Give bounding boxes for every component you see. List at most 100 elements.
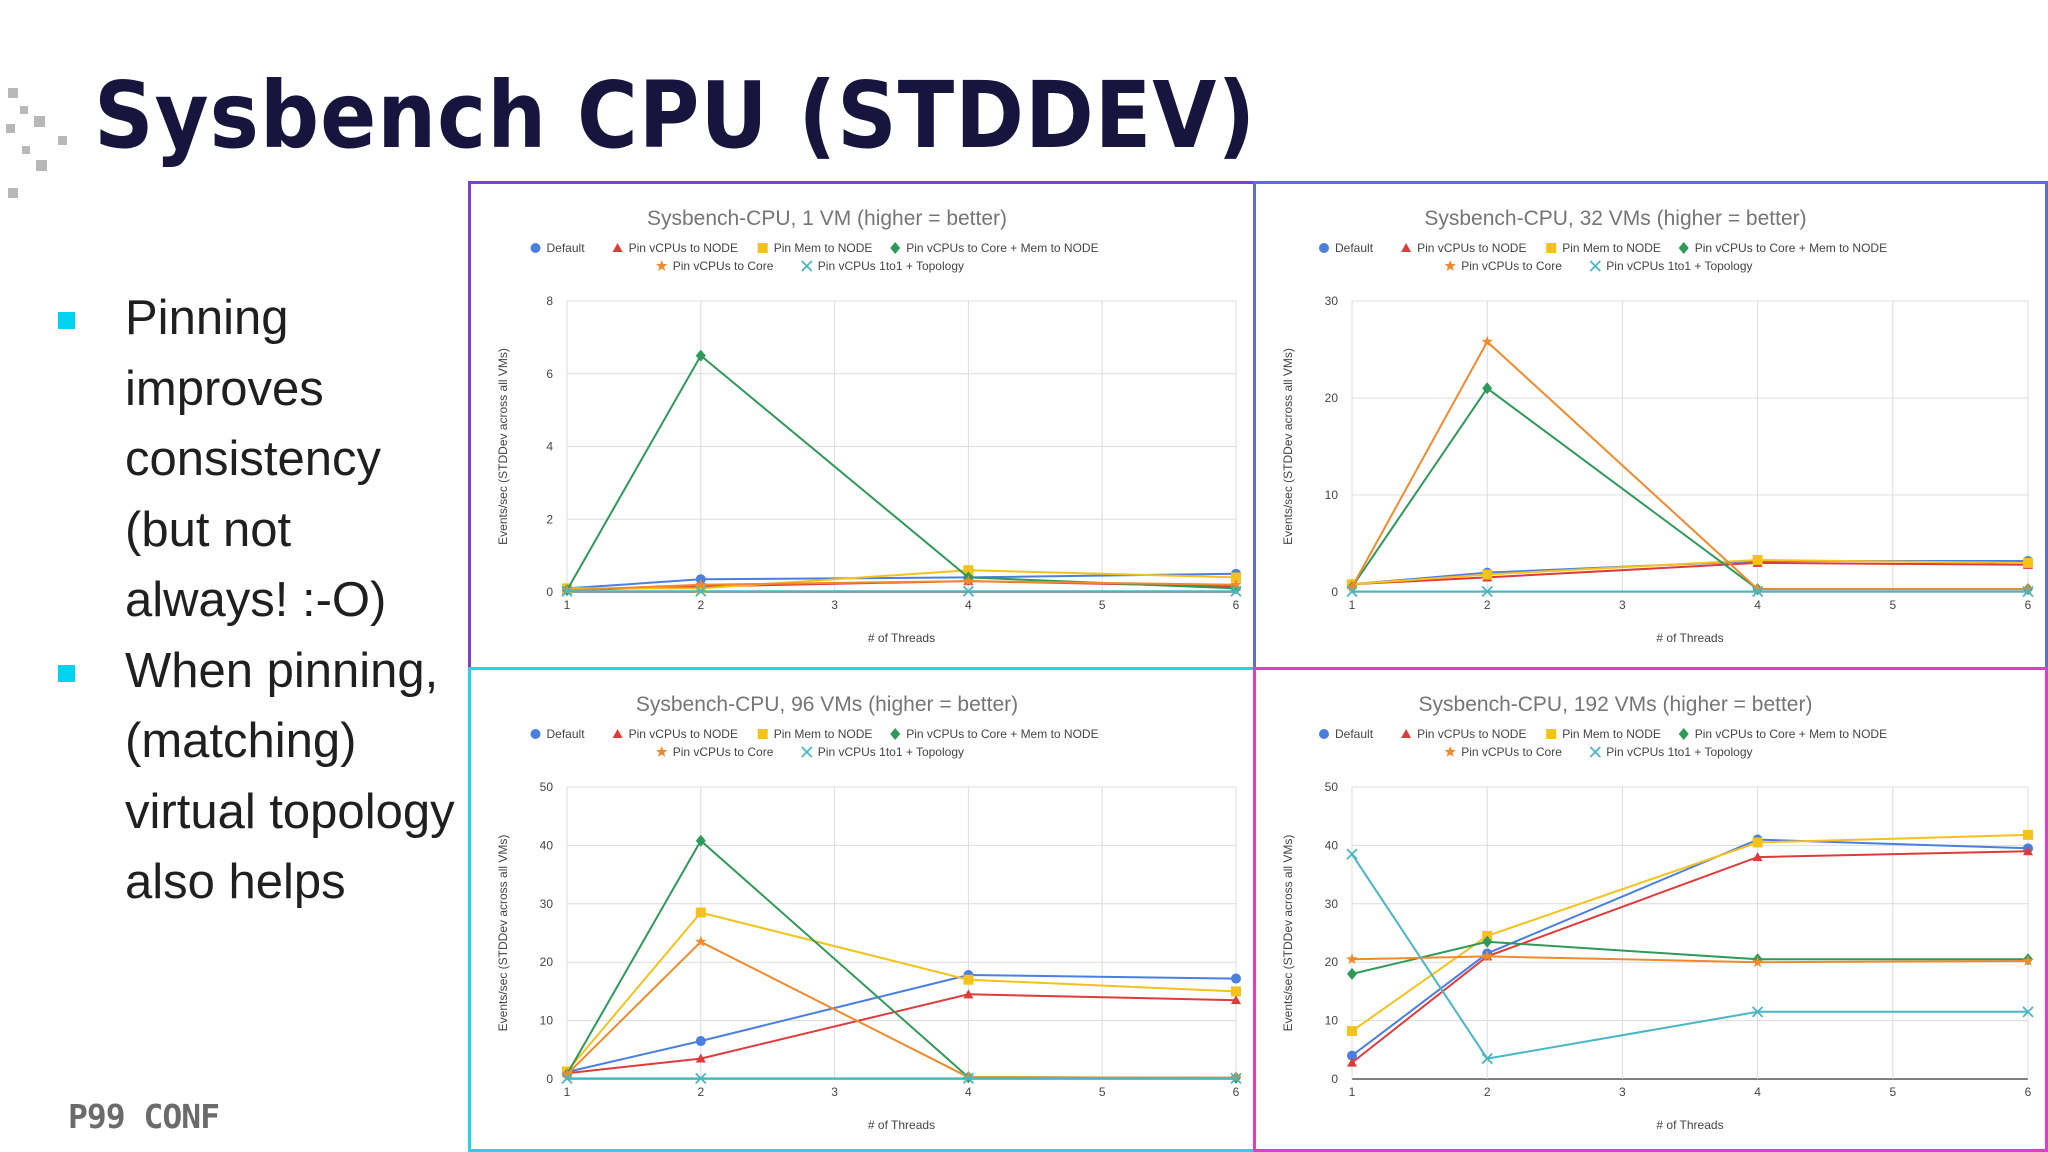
y-tick-label: 20 [1325,391,1339,405]
bullet-text: Pinning improves consistency (but not al… [125,291,387,627]
legend-marker [1401,729,1412,738]
x-tick-label: 1 [1349,598,1356,612]
legend-label: Pin vCPUs to NODE [629,241,738,255]
chart-grid [566,300,1237,593]
series-line [1351,558,2029,586]
data-point [1231,986,1241,997]
series-line [1351,838,2029,1057]
data-point [1347,967,1357,980]
line-chart: Sysbench-CPU, 96 VMs (higher = better) De… [496,693,1242,1132]
data-point [1752,554,1763,565]
y-tick-label: 40 [540,838,554,852]
y-tick-label: 2 [546,512,553,526]
legend-marker [1589,746,1601,758]
chart-legend: Default Pin vCPUs to NODE Pin Mem to NODE P… [1319,727,1887,759]
data-point [695,1072,707,1085]
legend-label: Pin vCPUs to NODE [629,727,738,741]
legend-marker [757,243,768,253]
legend-marker [656,260,668,271]
data-point [1346,581,1358,592]
data-point [963,989,974,999]
chart-grid [1351,786,2029,1080]
series-2 [562,989,1241,1078]
legend-label: Pin vCPUs 1to1 + Topology [1606,259,1752,273]
x-tick-label: 5 [1099,1085,1106,1099]
series-3 [1347,829,2033,1037]
data-point [695,1036,706,1047]
series-5 [1346,335,2034,594]
data-point [1481,950,1493,962]
legend-marker [1319,243,1329,253]
x-tick-label: 3 [1619,1085,1626,1099]
y-tick-label: 0 [546,585,553,599]
data-point [695,583,706,594]
legend-label: Default [547,241,586,255]
y-tick-label: 6 [546,367,553,381]
data-point [1347,1057,1357,1067]
legend-marker [801,260,813,272]
data-point [1751,585,1764,598]
chart-legend: Default Pin vCPUs to NODE Pin Mem to NODE P… [1319,241,1887,273]
data-point [561,1068,573,1080]
x-tick-label: 5 [1099,598,1106,612]
data-point [963,565,974,576]
series-6 [561,1072,1242,1085]
series-1 [1347,834,2033,1061]
y-tick-label: 10 [540,1014,554,1028]
data-point [1231,973,1241,984]
chart-panel-192vms: Sysbench-CPU, 192 VMs (higher = better) D… [1253,667,2048,1152]
legend-label: Pin Mem to NODE [1562,241,1661,255]
series-line [566,973,1237,1073]
x-tick-label: 1 [564,598,571,612]
line-chart: Sysbench-CPU, 1 VM (higher = better) Defa… [496,207,1242,645]
series-line [566,580,1237,592]
y-axis-label: Events/sec (STDDev across all VMs) [496,348,510,545]
series-6 [1346,848,2034,1065]
bullet-item: Pinning improves consistency (but not al… [55,283,455,636]
data-point [1346,585,1358,598]
series-1 [562,970,1241,1077]
data-point [1752,852,1763,862]
legend-marker [1589,260,1601,272]
chart-grid [566,786,1237,1080]
legend-marker [612,729,623,738]
line-chart: Sysbench-CPU, 192 VMs (higher = better) D… [1281,693,2034,1132]
data-point [561,584,573,595]
x-tick-label: 6 [2025,598,2032,612]
legend-marker [757,729,768,739]
series-line [1351,561,2029,586]
bullet-marker [58,664,75,682]
series-line [1351,386,2028,591]
legend-marker [1444,746,1456,757]
y-tick-label: 10 [1325,1014,1339,1028]
data-point [1231,572,1241,583]
series-3 [562,565,1241,594]
bullet-text: When pinning, (matching) virtual topolog… [125,643,455,910]
data-point [1751,1006,1764,1018]
data-point [2023,829,2033,840]
legend-label: Default [1335,727,1374,741]
series-line [1351,340,2028,591]
x-axis-label: # of Threads [868,1118,935,1132]
chart-title: Sysbench-CPU, 32 VMs (higher = better) [1424,207,1806,230]
y-tick-label: 0 [546,1072,553,1086]
data-point [561,585,573,597]
y-tick-label: 4 [546,440,553,454]
data-point [695,578,707,590]
chart-legend: Default Pin vCPUs to NODE Pin Mem to NODE P… [530,241,1099,273]
data-point [1481,1052,1493,1065]
x-tick-label: 2 [697,598,704,612]
data-point [962,1071,975,1083]
legend-label: Pin vCPUs to Core + Mem to NODE [1695,241,1887,255]
legend-label: Pin vCPUs 1to1 + Topology [818,745,964,759]
y-tick-label: 40 [1325,838,1339,852]
chart-legend: Default Pin vCPUs to NODE Pin Mem to NODE P… [530,727,1099,759]
data-point [2022,583,2034,594]
legend-marker [1678,242,1689,254]
chart-grid [1351,300,2029,593]
data-point [962,575,975,586]
y-tick-label: 0 [1331,1072,1338,1086]
data-point [1752,837,1763,848]
y-tick-label: 30 [540,897,554,911]
y-tick-label: 50 [1325,780,1339,794]
